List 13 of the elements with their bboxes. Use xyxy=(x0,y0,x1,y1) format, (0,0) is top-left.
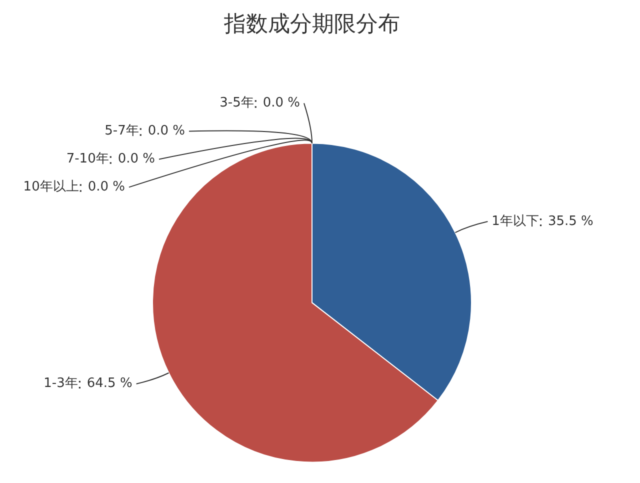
text: 0.0 % xyxy=(118,152,156,167)
legend-label: 10年以上 xyxy=(23,180,79,195)
text: 0.0 % xyxy=(88,180,126,195)
legend-label: 3-5年 xyxy=(220,96,254,111)
slice-label: 1年以下 xyxy=(492,214,539,229)
legend-label: 5-7年 xyxy=(104,124,139,139)
data-label: 64.5 % xyxy=(86,376,132,392)
text: 0.0 % xyxy=(148,124,186,139)
slice-label: 1-3年 xyxy=(44,376,78,392)
legend-label: 7-10年 xyxy=(66,152,109,167)
data-label: 35.5 % xyxy=(548,214,594,229)
text: 0.0 % xyxy=(262,96,300,111)
chart-title: 指数成分期限分布 xyxy=(223,12,400,37)
